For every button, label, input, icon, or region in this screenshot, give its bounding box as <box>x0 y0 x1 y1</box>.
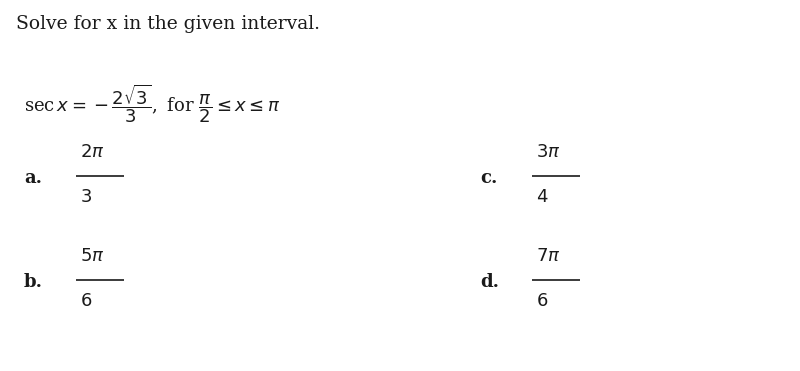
Text: Solve for x in the given interval.: Solve for x in the given interval. <box>16 15 320 33</box>
Text: $3\pi$: $3\pi$ <box>536 143 561 161</box>
Text: $6$: $6$ <box>536 292 548 309</box>
Text: b.: b. <box>24 273 43 291</box>
Text: $3$: $3$ <box>80 188 92 206</box>
Text: $2\pi$: $2\pi$ <box>80 143 105 161</box>
Text: d.: d. <box>480 273 499 291</box>
Text: c.: c. <box>480 169 498 187</box>
Text: $6$: $6$ <box>80 292 92 309</box>
Text: $\mathregular{sec}\,x = -\dfrac{2\sqrt{3}}{3}$$\mathregular{,\ for\ }\dfrac{\pi}: $\mathregular{sec}\,x = -\dfrac{2\sqrt{3… <box>24 82 281 125</box>
Text: $4$: $4$ <box>536 188 549 206</box>
Text: $5\pi$: $5\pi$ <box>80 247 105 265</box>
Text: a.: a. <box>24 169 42 187</box>
Text: $7\pi$: $7\pi$ <box>536 247 561 265</box>
